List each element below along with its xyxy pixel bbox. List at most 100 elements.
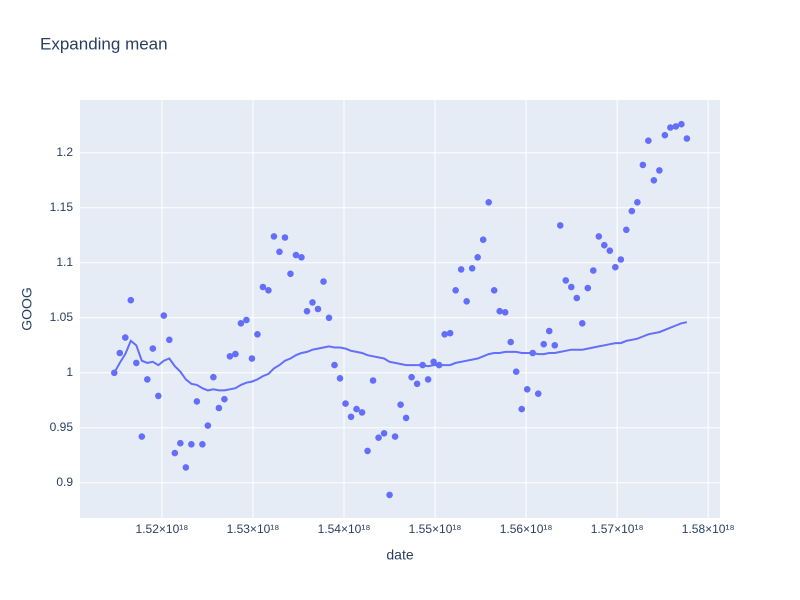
y-tick-label: 0.95 (50, 420, 74, 434)
point (303, 307, 311, 315)
point (545, 327, 553, 335)
point (540, 340, 548, 348)
y-tick-label: 1.15 (50, 200, 74, 214)
point (678, 120, 685, 128)
point (248, 355, 256, 362)
line (113, 321, 688, 392)
y-axis-title: GOOG (19, 287, 35, 331)
point (138, 433, 146, 440)
point (485, 199, 492, 206)
point (210, 373, 217, 381)
point (215, 404, 223, 412)
point (567, 283, 575, 291)
point (171, 449, 179, 457)
point (204, 422, 212, 429)
point (232, 350, 239, 358)
point (430, 358, 437, 366)
x-tick-label: 1.52×10¹⁸ (136, 522, 189, 536)
point (132, 359, 140, 367)
point (369, 377, 377, 384)
point (562, 277, 570, 284)
x-tick-label: 1.53×10¹⁸ (227, 522, 280, 536)
y-tick-label: 0.9 (56, 475, 73, 489)
point (276, 248, 283, 256)
x-tick-label: 1.58×10¹⁸ (682, 522, 735, 536)
point (353, 405, 360, 413)
point (413, 380, 421, 388)
point (182, 464, 190, 471)
point (584, 284, 592, 292)
point (254, 331, 261, 338)
point (512, 368, 520, 376)
point (490, 287, 498, 294)
chart-title: Expanding mean (40, 34, 168, 53)
point (121, 334, 129, 341)
point (573, 294, 581, 302)
point (645, 137, 652, 144)
point (634, 199, 641, 206)
point (551, 342, 559, 349)
point (507, 338, 515, 346)
point (347, 413, 355, 421)
point (501, 309, 509, 316)
point (424, 376, 432, 383)
point (281, 234, 289, 241)
point (441, 331, 448, 338)
point (606, 247, 614, 254)
point (601, 241, 608, 249)
point (166, 336, 173, 344)
point (287, 270, 294, 278)
point (364, 447, 371, 455)
point (380, 430, 388, 437)
point (623, 226, 630, 234)
point (446, 329, 454, 337)
point (331, 361, 338, 369)
point (397, 401, 404, 409)
point (160, 312, 168, 319)
y-tick-label: 1.1 (56, 255, 73, 269)
point (589, 267, 597, 274)
point (534, 390, 542, 398)
point (226, 353, 234, 360)
point (452, 287, 459, 294)
plot-area (80, 100, 720, 518)
point (468, 265, 476, 272)
point (523, 386, 531, 393)
point (479, 236, 487, 243)
point (155, 392, 162, 400)
point (292, 251, 300, 259)
x-tick-label: 1.57×10¹⁸ (591, 522, 644, 536)
point (325, 314, 333, 322)
point (595, 233, 603, 240)
point (463, 298, 470, 305)
point (309, 299, 316, 306)
y-tick-label: 1 (66, 365, 73, 379)
point (127, 296, 135, 304)
point (199, 441, 206, 448)
point (116, 349, 124, 357)
y-tick-label: 1.2 (56, 145, 73, 159)
x-tick-label: 1.56×10¹⁸ (500, 522, 553, 536)
point (193, 398, 201, 405)
point (391, 433, 399, 440)
point (556, 222, 564, 229)
y-tick-label: 1.05 (50, 310, 74, 324)
point (259, 283, 267, 291)
point (474, 253, 481, 261)
point (402, 414, 410, 422)
x-axis-title: date (386, 547, 413, 563)
point (628, 207, 636, 215)
point (314, 305, 322, 313)
point (243, 316, 250, 324)
point (270, 233, 278, 240)
point (298, 253, 305, 261)
point (496, 307, 503, 315)
point (237, 320, 245, 327)
point (149, 345, 157, 352)
point (342, 400, 349, 407)
point (386, 491, 393, 499)
point (667, 124, 674, 131)
point (320, 278, 327, 285)
point (177, 439, 184, 447)
